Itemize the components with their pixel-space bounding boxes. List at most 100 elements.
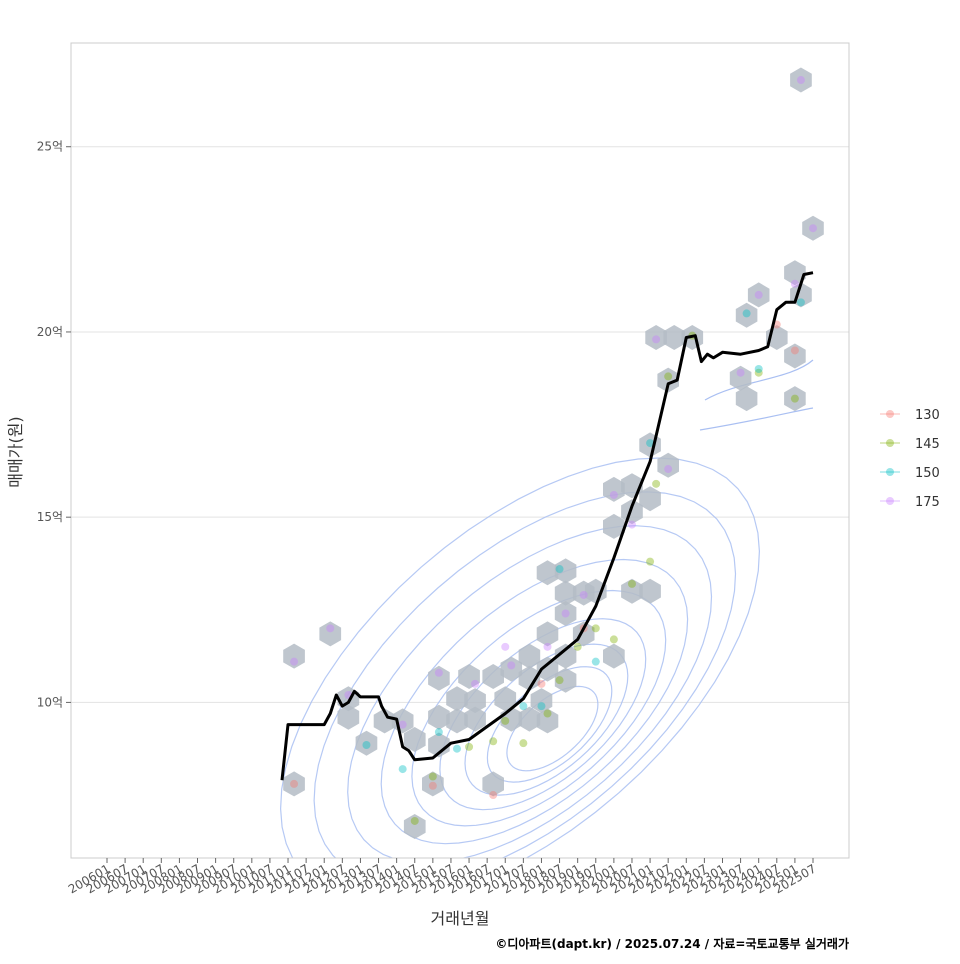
hexbin xyxy=(536,560,559,586)
data-point xyxy=(501,716,510,725)
legend-swatch xyxy=(886,468,894,476)
data-point xyxy=(652,479,661,488)
hexbin xyxy=(657,452,679,478)
y-axis-title: 매매가(원) xyxy=(6,416,25,487)
data-point xyxy=(326,624,335,633)
data-point xyxy=(609,490,618,499)
density-contour xyxy=(704,359,814,401)
legend-swatch xyxy=(886,439,894,447)
data-point xyxy=(809,224,817,233)
legend-label: 150 xyxy=(915,466,940,481)
hexbin xyxy=(554,667,577,693)
y-tick-label: 25억 xyxy=(37,140,63,154)
data-point xyxy=(627,579,636,588)
hexbin xyxy=(536,621,559,647)
hexbin xyxy=(639,578,661,604)
legend-label: 130 xyxy=(915,408,940,423)
data-point xyxy=(790,346,799,355)
hexbin xyxy=(403,814,426,839)
data-point xyxy=(664,372,673,381)
density-contour xyxy=(699,407,814,431)
data-point xyxy=(754,368,763,377)
data-point xyxy=(742,309,751,318)
hexbin xyxy=(337,704,360,730)
data-point xyxy=(434,728,443,737)
hexbin xyxy=(554,558,577,584)
hexbin xyxy=(319,621,342,647)
hexbin xyxy=(802,215,824,241)
hexbin xyxy=(603,476,625,502)
hexbin xyxy=(735,302,758,328)
data-point xyxy=(471,679,480,688)
data-point xyxy=(452,744,461,753)
hexbin xyxy=(494,686,517,712)
data-point xyxy=(537,679,546,688)
hexbin xyxy=(784,343,806,369)
hexbin xyxy=(464,688,486,714)
hexbin xyxy=(446,708,468,734)
points-layer xyxy=(290,76,817,825)
data-point xyxy=(428,781,437,790)
y-tick-label: 20억 xyxy=(37,325,63,339)
hexbin xyxy=(403,727,426,752)
data-point xyxy=(790,394,799,403)
data-point xyxy=(579,590,588,599)
caption: ©디아파트(dapt.kr) / 2025.07.24 / 자료=국토교통부 실… xyxy=(495,936,849,951)
data-point xyxy=(646,439,655,448)
density-contour xyxy=(347,525,713,858)
data-point xyxy=(591,657,600,666)
plot-panel xyxy=(71,43,849,858)
legend-swatch xyxy=(886,497,894,505)
hexbin xyxy=(482,771,504,797)
hexbin xyxy=(790,67,812,93)
hexbin xyxy=(747,282,770,308)
data-point xyxy=(736,368,745,377)
data-point xyxy=(398,720,407,729)
data-point xyxy=(489,737,498,746)
data-point xyxy=(591,624,600,633)
density-contour xyxy=(313,491,737,858)
data-point xyxy=(362,741,371,750)
data-point xyxy=(754,365,763,373)
data-point xyxy=(519,702,528,711)
data-point xyxy=(543,709,552,718)
hexbin xyxy=(536,708,559,734)
hexbin xyxy=(645,325,667,350)
density-contour xyxy=(464,643,629,796)
data-point xyxy=(561,609,570,618)
hexbin xyxy=(663,325,685,350)
density-contour xyxy=(506,685,599,772)
hexbin xyxy=(500,656,523,682)
data-point xyxy=(410,816,419,825)
hexbin xyxy=(458,664,480,689)
hexbin xyxy=(518,665,541,691)
data-point xyxy=(519,739,528,748)
hexbin xyxy=(518,643,541,669)
data-point xyxy=(290,779,299,788)
hexbin xyxy=(784,386,806,412)
hexbin xyxy=(283,643,305,669)
legend-label: 145 xyxy=(915,437,940,452)
legend-label: 175 xyxy=(915,495,940,510)
hexbin xyxy=(603,643,625,669)
data-point xyxy=(398,765,407,774)
hexbin xyxy=(621,578,643,604)
hexbin xyxy=(554,580,577,606)
hexbin xyxy=(518,706,541,732)
data-point xyxy=(754,290,763,299)
hexbin xyxy=(729,365,752,391)
hexbin-layer xyxy=(283,67,824,839)
hexbin xyxy=(355,730,378,756)
data-point xyxy=(507,661,516,670)
gridlines xyxy=(71,146,849,703)
hexbin xyxy=(735,386,758,412)
data-point xyxy=(543,642,552,651)
y-tick-label: 15억 xyxy=(37,510,63,524)
data-point xyxy=(434,668,443,677)
data-point xyxy=(652,335,661,344)
data-point xyxy=(501,642,510,651)
data-point xyxy=(290,657,299,666)
data-point xyxy=(555,565,564,574)
